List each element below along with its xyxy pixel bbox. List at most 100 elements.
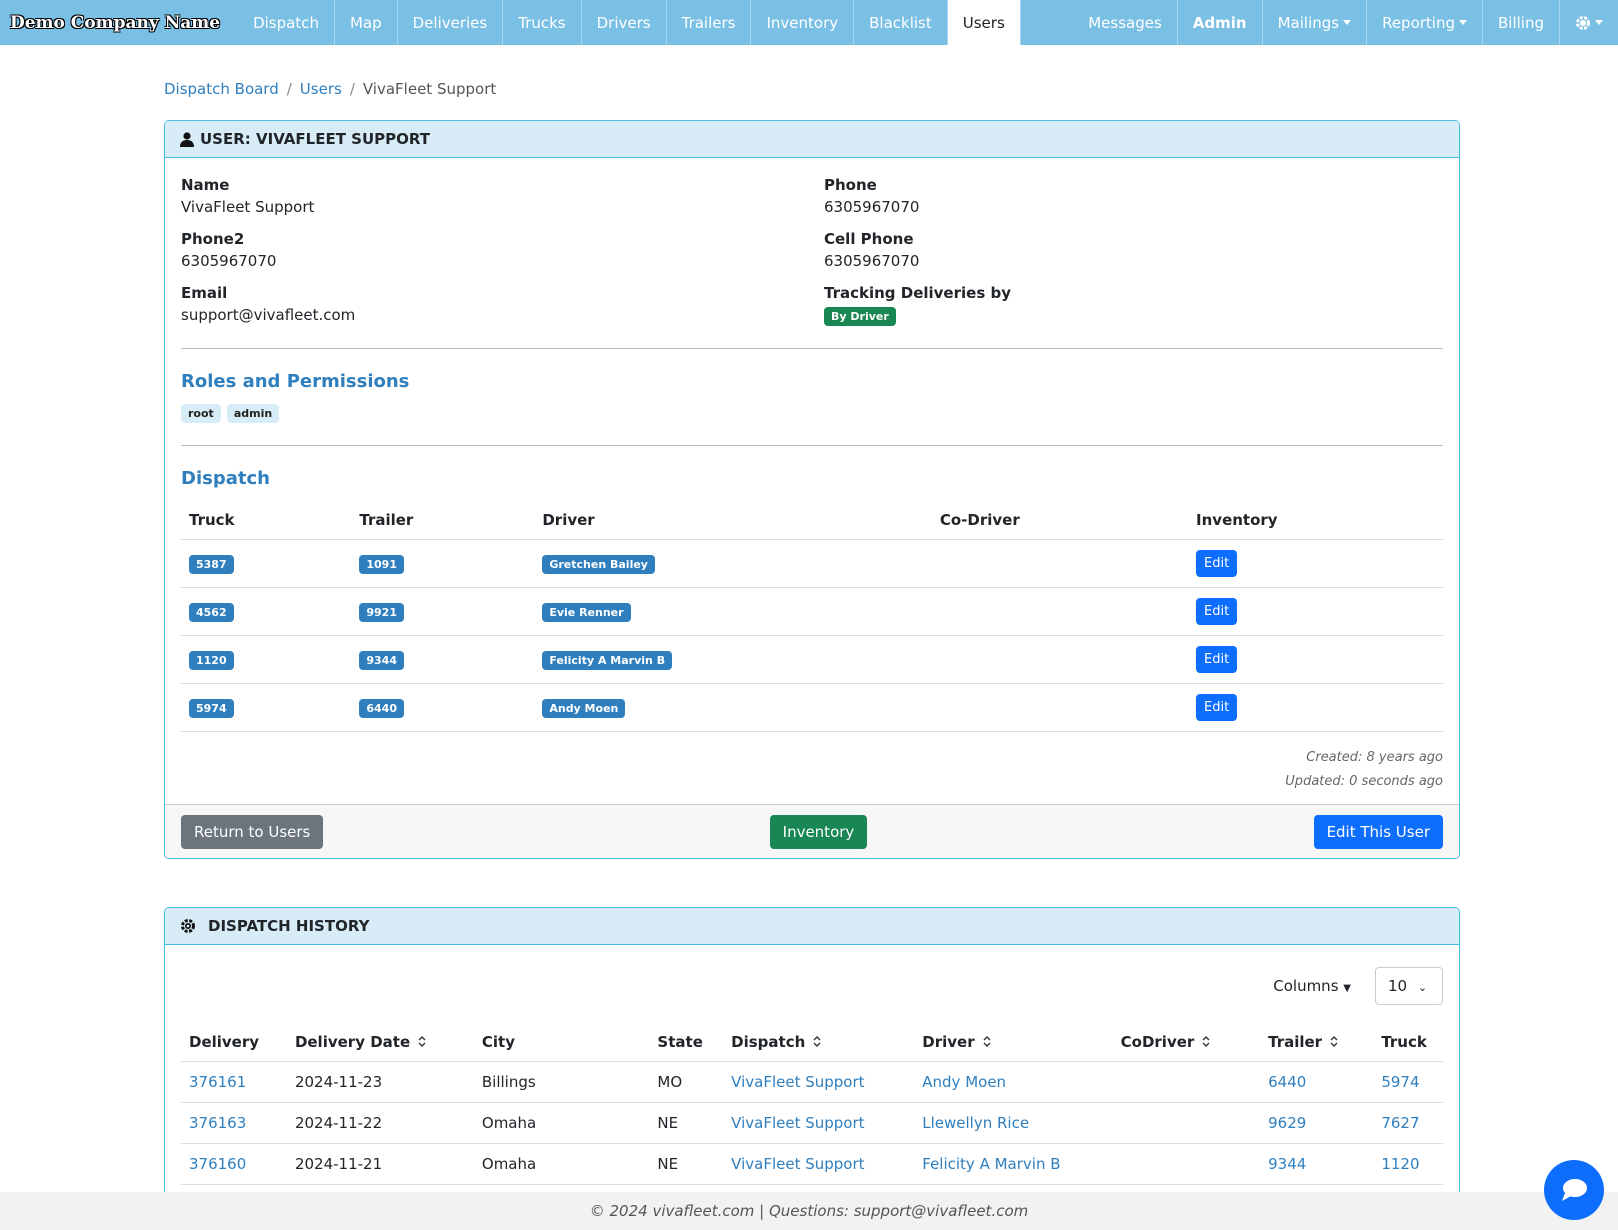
column-header[interactable]: CoDriver (1112, 1023, 1261, 1062)
cell-text[interactable]: 376163 (189, 1114, 247, 1132)
badge: By Driver (824, 307, 896, 326)
cell-text[interactable]: 7627 (1381, 1114, 1420, 1132)
column-header[interactable]: Dispatch (723, 1023, 915, 1062)
brand[interactable]: Demo Company Name (10, 12, 221, 33)
column-header: Delivery (181, 1023, 287, 1062)
nav-item[interactable]: Mailings (1263, 0, 1368, 45)
cell-text[interactable]: 9344 (1268, 1155, 1307, 1173)
trailer-badge[interactable]: 6440 (359, 698, 404, 718)
field: Phone2 6305967070 (181, 230, 824, 270)
truck-badge[interactable]: 5387 (189, 554, 234, 574)
nav-item[interactable]: Deliveries (398, 0, 504, 45)
cell-text[interactable]: VivaFleet Support (731, 1114, 865, 1132)
cell-text[interactable]: 376161 (189, 1073, 247, 1091)
trailer-badge[interactable]: 9344 (359, 650, 404, 670)
driver-badge[interactable]: Gretchen Bailey (542, 554, 655, 574)
roles: root admin (181, 404, 1443, 423)
driver-badge[interactable]: Evie Renner (542, 602, 631, 622)
cell: 2024-11-22 (286, 1102, 474, 1144)
card-body: Name VivaFleet Support Phone 6305967070 Phon… (165, 158, 1459, 804)
inventory-button[interactable]: Inventory (769, 814, 868, 849)
cell-text[interactable]: Llewellyn Rice (922, 1114, 1030, 1132)
cell: 5974 (1373, 1061, 1443, 1103)
cell-text[interactable]: 5974 (1381, 1073, 1420, 1091)
header-text: Truck (1381, 1033, 1427, 1051)
edit-button[interactable]: Edit (1196, 550, 1238, 577)
cell-text: NE (657, 1155, 679, 1173)
cell: 6440 (351, 683, 535, 732)
cell: 4562 (181, 587, 352, 636)
edit-button[interactable]: Edit (1196, 646, 1238, 673)
cell: 1120 (1373, 1143, 1443, 1185)
truck-badge[interactable]: 1120 (189, 650, 234, 670)
nav-item[interactable]: Inventory (751, 0, 855, 45)
nav-item[interactable]: Blacklist (854, 0, 948, 45)
header-text: State (657, 1033, 703, 1051)
cell: VivaFleet Support (723, 1061, 915, 1103)
cell: Edit (1188, 587, 1443, 636)
nav-left: Dispatch Map Deliveries Trucks Drivers Traile… (238, 0, 1021, 45)
columns-dropdown[interactable]: Columns ▼ (1273, 977, 1351, 995)
page-size-select[interactable]: 10 ⌄ (1375, 967, 1443, 1005)
trailer-badge[interactable]: 1091 (359, 554, 404, 574)
header-text: Driver (922, 1033, 975, 1051)
nav-item[interactable]: Reporting (1367, 0, 1483, 45)
cell: 9344 (1260, 1143, 1374, 1185)
chat-button[interactable] (1544, 1160, 1604, 1220)
cell: Omaha (473, 1143, 650, 1185)
breadcrumb-separator: / (286, 80, 292, 98)
nav-item[interactable]: Map (335, 0, 398, 45)
field-label: Phone2 (181, 230, 245, 248)
trailer-badge[interactable]: 9921 (359, 602, 404, 622)
edit-button[interactable]: Edit (1196, 694, 1238, 721)
nav-item[interactable]: Trucks (503, 0, 582, 45)
truck-badge[interactable]: 5974 (189, 698, 234, 718)
cell (931, 635, 1189, 684)
nav-item[interactable]: Admin (1178, 0, 1263, 45)
cell-text[interactable]: 376160 (189, 1155, 247, 1173)
nav-item[interactable]: Dispatch (238, 0, 335, 45)
nav-item[interactable]: Users (947, 0, 1021, 45)
history-table: Delivery Delivery Date City State Dispatch Dr… (181, 1023, 1443, 1185)
nav-item[interactable]: Billing (1483, 0, 1560, 45)
nav-item[interactable]: Trailers (667, 0, 752, 45)
header-text: CoDriver (1120, 1033, 1195, 1051)
cell-text[interactable]: 6440 (1268, 1073, 1307, 1091)
return-button[interactable]: Return to Users (181, 814, 324, 849)
header-text: Delivery (189, 1033, 260, 1051)
gear-icon (1576, 15, 1590, 30)
history-card: DISPATCH HISTORY Columns ▼ 10 ⌄ Delivery… (164, 907, 1460, 1196)
nav-item[interactable]: Messages (1073, 0, 1178, 45)
edit-button[interactable]: Edit (1196, 598, 1238, 625)
edit-user-button[interactable]: Edit This User (1313, 814, 1443, 849)
breadcrumb-item: VivaFleet Support (362, 80, 497, 98)
cell: 5974 (181, 683, 352, 732)
breadcrumb-item[interactable]: Users (299, 80, 342, 98)
column-header[interactable]: Delivery Date (286, 1023, 474, 1062)
cell: 376160 (181, 1143, 287, 1185)
cell-text[interactable]: 9629 (1268, 1114, 1307, 1132)
field: Name VivaFleet Support (181, 176, 824, 216)
cell: Felicity A Marvin B (914, 1143, 1113, 1185)
cell-text[interactable]: VivaFleet Support (731, 1073, 865, 1091)
column-header: Driver (534, 501, 932, 540)
cell-text: Omaha (481, 1155, 537, 1173)
cell-text[interactable]: 1120 (1381, 1155, 1420, 1173)
user-icon (180, 131, 194, 147)
nav-item[interactable]: Drivers (582, 0, 667, 45)
truck-badge[interactable]: 4562 (189, 602, 234, 622)
cell-text[interactable]: Felicity A Marvin B (922, 1155, 1061, 1173)
column-header[interactable]: Trailer (1260, 1023, 1374, 1062)
settings-menu[interactable] (1560, 0, 1618, 45)
column-header[interactable]: Driver (914, 1023, 1113, 1062)
cell-text[interactable]: VivaFleet Support (731, 1155, 865, 1173)
cell (931, 683, 1189, 732)
driver-badge[interactable]: Andy Moen (542, 698, 626, 718)
driver-badge[interactable]: Felicity A Marvin B (542, 650, 673, 670)
cell-text[interactable]: Andy Moen (922, 1073, 1007, 1091)
card-header: DISPATCH HISTORY (165, 908, 1459, 945)
cell: 2024-11-21 (286, 1143, 474, 1185)
cell: Gretchen Bailey (534, 539, 932, 588)
breadcrumb-item[interactable]: Dispatch Board (164, 80, 279, 98)
